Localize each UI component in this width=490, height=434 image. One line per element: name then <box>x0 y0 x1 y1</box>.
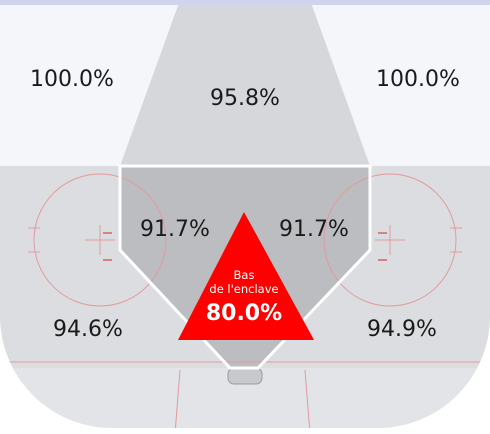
rink-top-stripe <box>0 0 490 5</box>
zone-bottom-right[interactable] <box>258 166 490 368</box>
zone-slot-left-value: 91.7% <box>140 217 210 242</box>
zone-low-slot[interactable] <box>178 212 314 340</box>
low-slot-label-line2: de l'enclave <box>209 282 278 296</box>
zone-slot-right-value: 91.7% <box>279 217 349 242</box>
low-slot-value: 80.0% <box>206 301 282 326</box>
zone-top-center[interactable] <box>120 0 370 166</box>
slot-outline <box>118 164 372 370</box>
zone-bottom-left-value: 94.6% <box>53 317 123 342</box>
rink-markings <box>0 173 490 428</box>
zone-top-center-value: 95.8% <box>210 86 280 111</box>
net <box>227 367 263 385</box>
low-slot-label-line1: Bas <box>234 268 255 282</box>
zone-top-left-value: 100.0% <box>30 67 114 92</box>
zone-top-right-value: 100.0% <box>376 67 460 92</box>
zone-bottom-right-value: 94.9% <box>367 317 437 342</box>
zone-bottom-left[interactable] <box>0 166 230 368</box>
faceoff-hash-marks <box>103 232 387 261</box>
